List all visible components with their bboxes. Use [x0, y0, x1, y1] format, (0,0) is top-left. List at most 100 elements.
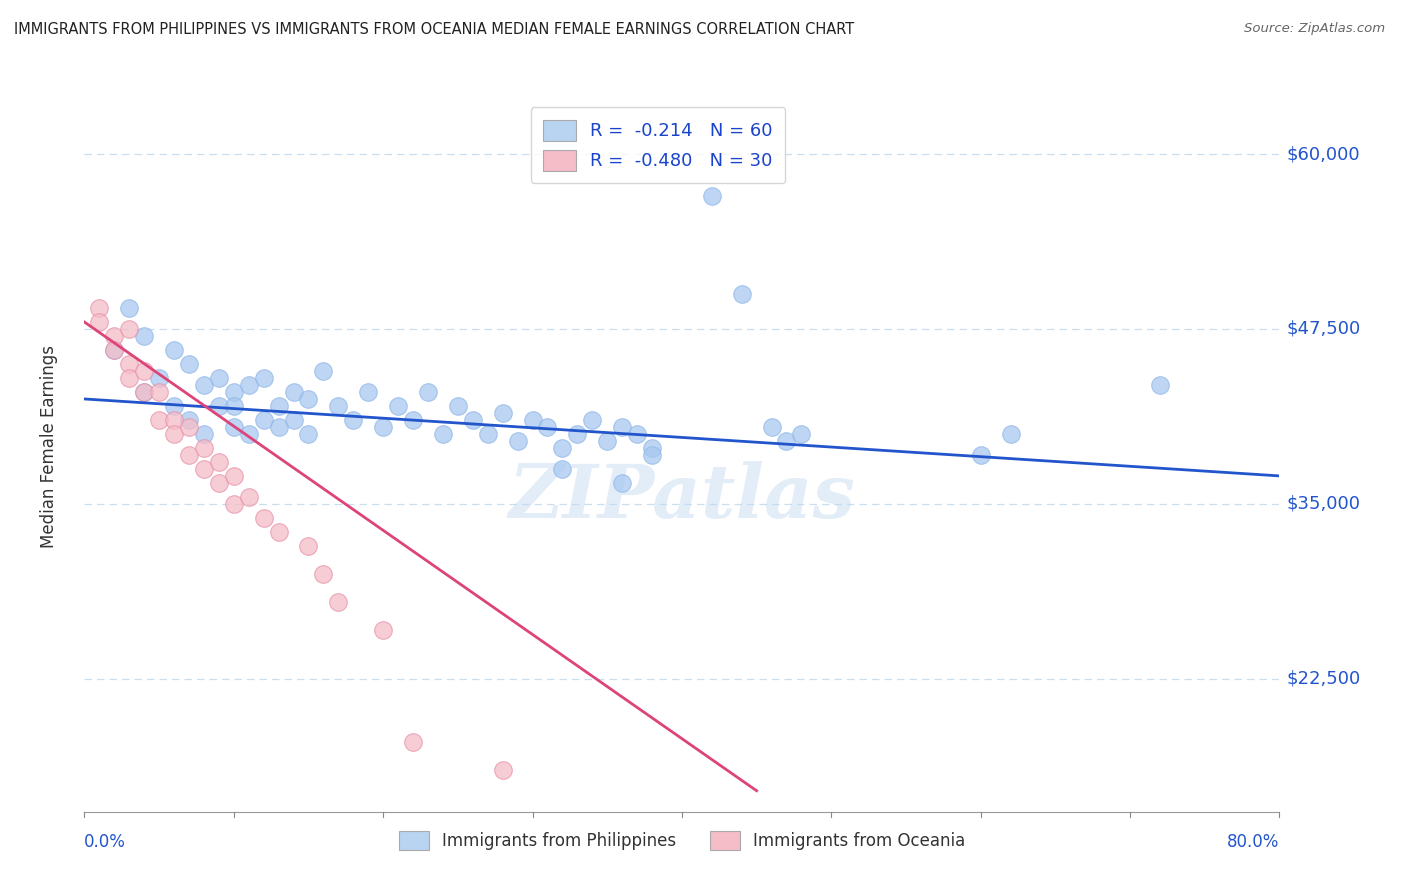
Point	[103, 329, 125, 343]
Point	[357, 384, 380, 399]
Point	[387, 399, 409, 413]
Point	[208, 399, 231, 413]
Point	[761, 420, 783, 434]
Point	[1149, 378, 1171, 392]
Point	[641, 448, 664, 462]
Point	[626, 426, 648, 441]
Point	[148, 413, 170, 427]
Point	[775, 434, 797, 448]
Point	[222, 399, 245, 413]
Point	[118, 301, 141, 315]
Point	[253, 413, 276, 427]
Point	[208, 475, 231, 490]
Point	[163, 426, 186, 441]
Text: Median Female Earnings: Median Female Earnings	[41, 344, 58, 548]
Point	[402, 413, 425, 427]
Point	[536, 420, 558, 434]
Point	[312, 566, 335, 581]
Point	[267, 524, 290, 539]
Point	[492, 763, 515, 777]
Point	[132, 329, 156, 343]
Point	[253, 511, 276, 525]
Legend: Immigrants from Philippines, Immigrants from Oceania: Immigrants from Philippines, Immigrants …	[392, 824, 972, 857]
Point	[641, 441, 664, 455]
Text: Source: ZipAtlas.com: Source: ZipAtlas.com	[1244, 22, 1385, 36]
Point	[177, 420, 200, 434]
Point	[297, 539, 319, 553]
Point	[596, 434, 619, 448]
Point	[193, 441, 215, 455]
Text: IMMIGRANTS FROM PHILIPPINES VS IMMIGRANTS FROM OCEANIA MEDIAN FEMALE EARNINGS CO: IMMIGRANTS FROM PHILIPPINES VS IMMIGRANT…	[14, 22, 855, 37]
Point	[328, 399, 350, 413]
Text: ZIPatlas: ZIPatlas	[509, 461, 855, 534]
Point	[492, 406, 515, 420]
Point	[970, 448, 993, 462]
Point	[163, 343, 186, 357]
Point	[731, 287, 754, 301]
Point	[342, 413, 364, 427]
Text: $47,500: $47,500	[1286, 320, 1361, 338]
Text: $22,500: $22,500	[1286, 670, 1361, 688]
Point	[118, 357, 141, 371]
Point	[267, 399, 290, 413]
Point	[132, 364, 156, 378]
Point	[328, 595, 350, 609]
Point	[238, 426, 260, 441]
Point	[461, 413, 484, 427]
Point	[193, 426, 215, 441]
Point	[312, 364, 335, 378]
Point	[267, 420, 290, 434]
Point	[283, 384, 305, 399]
Point	[222, 420, 245, 434]
Point	[118, 371, 141, 385]
Point	[148, 384, 170, 399]
Point	[193, 378, 215, 392]
Point	[373, 420, 395, 434]
Point	[148, 371, 170, 385]
Point	[297, 392, 319, 406]
Point	[567, 426, 589, 441]
Text: 80.0%: 80.0%	[1227, 833, 1279, 851]
Point	[222, 469, 245, 483]
Point	[253, 371, 276, 385]
Point	[506, 434, 529, 448]
Point	[522, 413, 544, 427]
Point	[132, 384, 156, 399]
Point	[1000, 426, 1022, 441]
Point	[790, 426, 813, 441]
Point	[612, 420, 634, 434]
Point	[612, 475, 634, 490]
Point	[700, 189, 723, 203]
Point	[103, 343, 125, 357]
Point	[177, 448, 200, 462]
Point	[118, 322, 141, 336]
Point	[89, 301, 111, 315]
Text: $60,000: $60,000	[1286, 145, 1360, 163]
Point	[89, 315, 111, 329]
Point	[132, 384, 156, 399]
Point	[432, 426, 454, 441]
Point	[222, 497, 245, 511]
Point	[238, 378, 260, 392]
Point	[163, 413, 186, 427]
Point	[193, 462, 215, 476]
Point	[238, 490, 260, 504]
Point	[581, 413, 603, 427]
Point	[373, 623, 395, 637]
Point	[477, 426, 499, 441]
Point	[551, 462, 574, 476]
Point	[297, 426, 319, 441]
Point	[103, 343, 125, 357]
Point	[551, 441, 574, 455]
Point	[208, 371, 231, 385]
Point	[177, 357, 200, 371]
Point	[222, 384, 245, 399]
Point	[416, 384, 439, 399]
Point	[447, 399, 470, 413]
Point	[283, 413, 305, 427]
Point	[402, 735, 425, 749]
Text: 0.0%: 0.0%	[84, 833, 127, 851]
Text: $35,000: $35,000	[1286, 495, 1361, 513]
Point	[208, 455, 231, 469]
Point	[177, 413, 200, 427]
